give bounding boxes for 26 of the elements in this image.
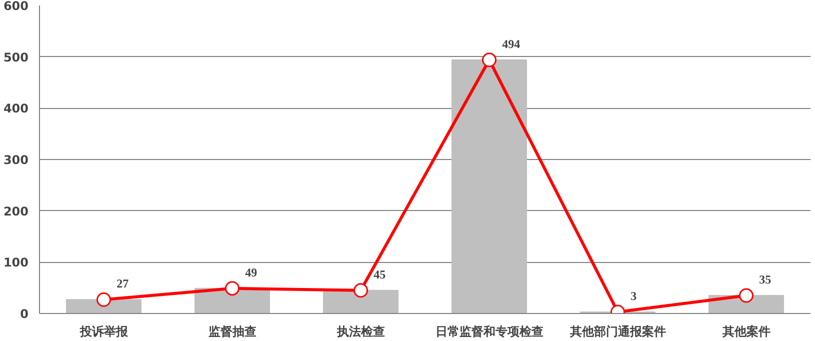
bar xyxy=(322,290,399,314)
y-tick-label: 0 xyxy=(20,307,29,321)
data-label: 35 xyxy=(759,272,772,287)
data-label: 494 xyxy=(502,36,520,51)
bar xyxy=(451,59,528,314)
data-label: 3 xyxy=(630,288,637,303)
point xyxy=(354,283,368,298)
x-tick-label: 监督抽查 xyxy=(208,324,256,338)
x-tick-label: 其他部门通报案件 xyxy=(568,324,666,338)
y-tick-label: 400 xyxy=(3,102,29,116)
y-tick-label: 200 xyxy=(3,204,29,218)
point xyxy=(225,281,240,296)
x-tick-label: 投诉举报 xyxy=(78,324,129,338)
x-tick-label: 执法检查 xyxy=(336,324,385,338)
x-tick-label: 其他案件 xyxy=(721,324,770,338)
x-tick-label: 日常监督和专项检查 xyxy=(435,324,544,338)
y-tick-label: 100 xyxy=(3,256,29,270)
point xyxy=(739,288,754,303)
y-tick-label: 300 xyxy=(3,153,29,167)
y-tick-label: 500 xyxy=(3,50,29,64)
y-tick-label: 600 xyxy=(3,0,29,13)
data-label: 45 xyxy=(374,267,386,282)
point xyxy=(96,292,111,307)
data-label: 27 xyxy=(116,276,129,291)
data-label: 49 xyxy=(245,265,258,280)
point xyxy=(482,52,496,68)
